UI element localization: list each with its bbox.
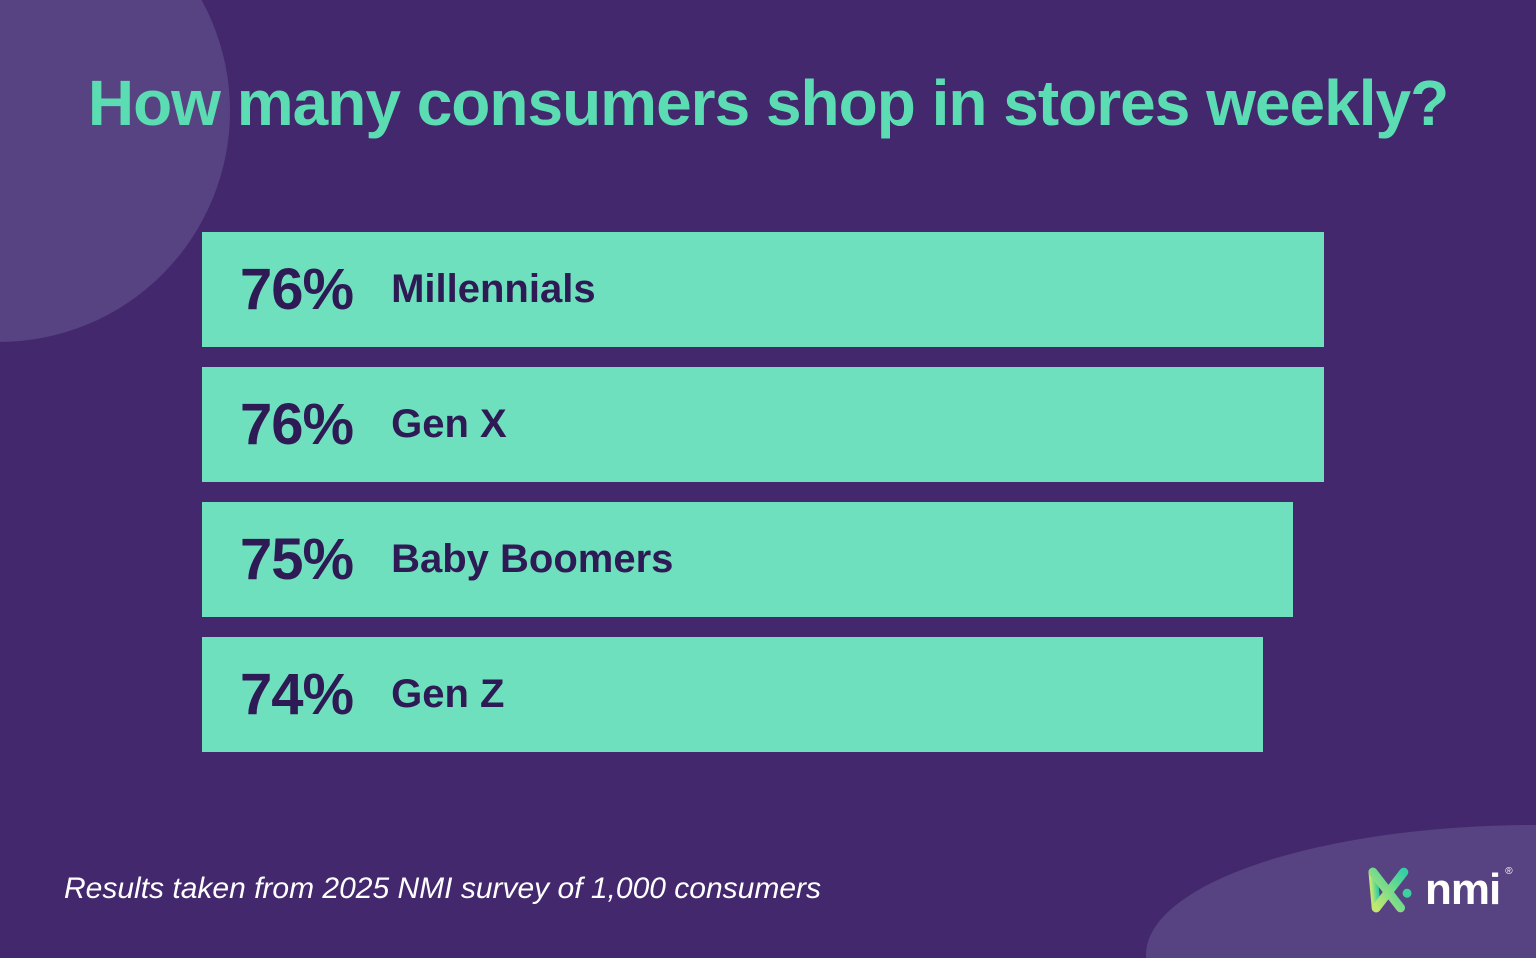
monogram-dot [1402, 888, 1412, 898]
nmi-logo: nmi ® [1364, 864, 1513, 916]
registered-trademark: ® [1505, 866, 1513, 877]
bar-category-label: Millennials [391, 267, 596, 311]
bar-value-label: 76% [240, 392, 354, 457]
decor-circle-top-left [0, 0, 230, 342]
nmi-logo-text: nmi [1425, 865, 1501, 914]
bar-value-label: 75% [240, 527, 354, 592]
bar-value-label: 76% [240, 257, 354, 322]
bar-gen-z: 74% Gen Z [202, 637, 1263, 752]
bar-baby-boomers: 75% Baby Boomers [202, 502, 1293, 617]
source-note: Results taken from 2025 NMI survey of 1,… [64, 872, 822, 905]
bar-category-label: Gen X [391, 402, 507, 446]
bar-gen-x: 76% Gen X [202, 367, 1324, 482]
bar-chart: 76% Millennials 76% Gen X 75% Baby Boome… [202, 232, 1324, 772]
bar-category-label: Gen Z [391, 672, 505, 716]
bar-category-label: Baby Boomers [391, 537, 674, 581]
nmi-x-monogram-icon [1368, 867, 1412, 913]
bar-value-label: 74% [240, 662, 354, 727]
bar-millennials: 76% Millennials [202, 232, 1324, 347]
page-title: How many consumers shop in stores weekly… [87, 67, 1449, 139]
